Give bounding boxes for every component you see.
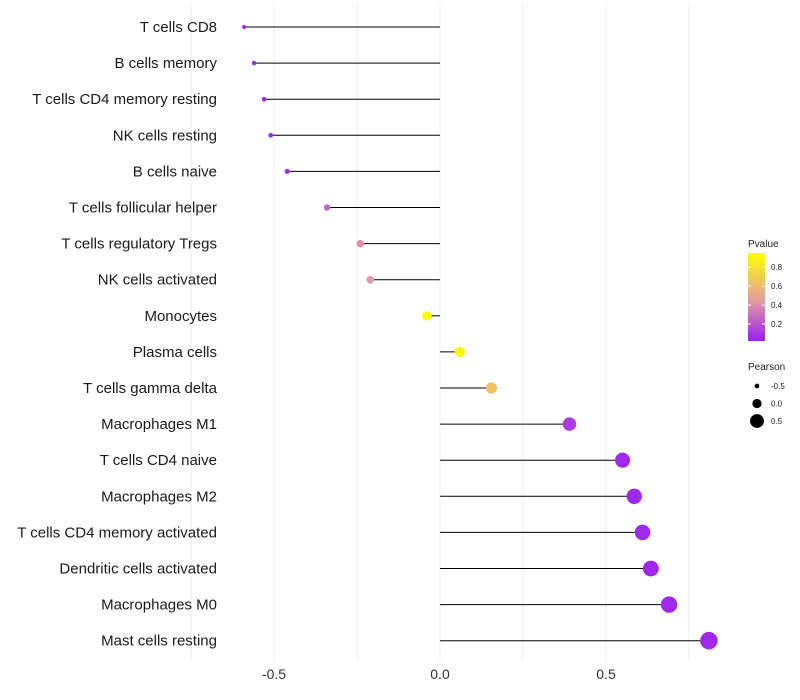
point-17 [700,631,718,650]
point-13 [626,488,642,504]
y-axis-labels: T cells CD8 B cells memory T cells CD4 mem… [17,19,217,650]
pvalue-legend-title: Pvalue [748,239,779,250]
x-tick-0: -0.5 [262,666,286,682]
pvalue-colorbar [748,253,765,341]
pvalue-tick-label-3: 0.2 [771,320,783,329]
pearson-legend-dot-2 [750,414,764,428]
pvalue-tick-label-1: 0.6 [771,282,783,291]
category-label-14: T cells CD4 memory activated [17,524,217,541]
category-label-8: Monocytes [144,308,217,325]
x-tick-1: 0.0 [430,666,450,682]
point-10 [485,382,498,394]
pearson-legend-title: Pearson [748,362,785,373]
point-15 [642,560,659,577]
category-label-12: T cells CD4 naive [100,452,217,469]
point-0 [242,24,247,30]
point-8 [422,311,432,321]
pvalue-tick-label-2: 0.4 [771,301,783,310]
category-label-13: Macrophages M2 [101,488,217,505]
pearson-legend: Pearson -0.5 0.0 0.5 [748,362,785,428]
category-label-3: NK cells resting [113,127,217,144]
category-label-17: Mast cells resting [101,633,217,650]
pearson-legend-label-2: 0.5 [771,417,783,426]
point-12 [615,452,631,468]
point-9 [454,346,466,358]
point-3 [268,132,274,138]
category-label-6: T cells regulatory Tregs [61,236,217,253]
point-2 [261,96,267,102]
category-label-5: T cells follicular helper [69,200,217,217]
point-6 [356,239,365,248]
point-5 [323,204,331,211]
grid-lines [190,5,690,660]
x-axis-ticks: -0.5 0.0 0.5 [262,666,616,682]
category-label-7: NK cells activated [98,272,217,289]
point-14 [634,524,651,541]
category-label-16: Macrophages M0 [101,597,217,614]
category-label-15: Dendritic cells activated [59,561,217,578]
pvalue-tick-label-0: 0.8 [771,263,783,272]
category-label-0: T cells CD8 [140,19,217,36]
point-7 [366,275,375,284]
lollipop-points [242,24,718,650]
pearson-legend-dot-1 [752,398,762,409]
lollipop-stems [244,26,709,642]
pearson-legend-label-1: 0.0 [771,400,783,409]
point-11 [562,417,577,431]
category-label-1: B cells memory [114,55,217,72]
point-1 [251,60,257,66]
category-label-10: T cells gamma delta [83,380,218,397]
category-label-4: B cells naive [133,163,217,180]
point-4 [284,168,290,175]
point-16 [660,596,678,613]
pearson-legend-dot-0 [754,383,760,389]
category-label-11: Macrophages M1 [101,416,217,433]
pvalue-legend: Pvalue 0.8 0.6 0.4 0.2 [748,239,783,341]
x-tick-2: 0.5 [596,666,616,682]
pearson-legend-label-0: -0.5 [771,382,785,391]
category-label-2: T cells CD4 memory resting [32,91,217,108]
category-label-9: Plasma cells [133,344,217,361]
